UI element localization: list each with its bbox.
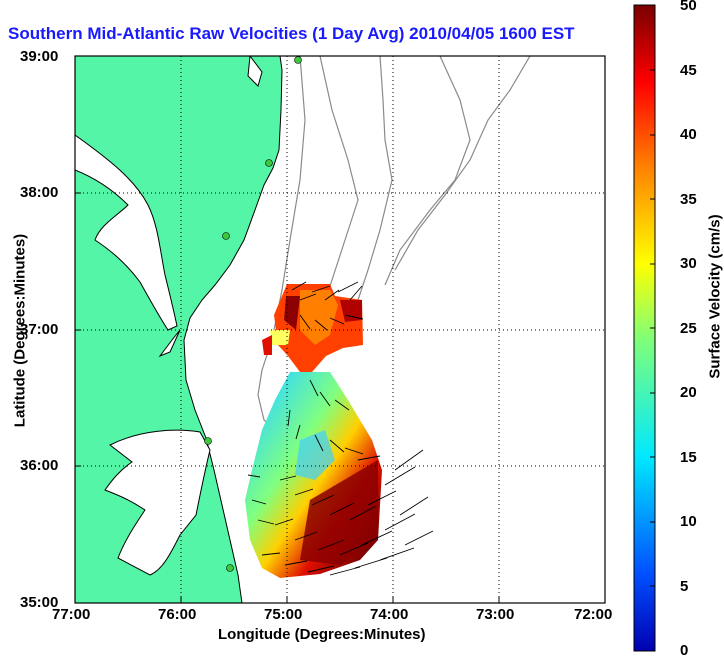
x-axis-label: Longitude (Degrees:Minutes) (218, 626, 426, 643)
delaware-bay (247, 56, 263, 87)
y-tick-label: 38:00 (20, 184, 59, 201)
colorbar-tick-label: 30 (680, 255, 697, 272)
colorbar-tick-label: 0 (680, 642, 689, 659)
y-tick-label: 39:00 (20, 48, 59, 65)
grid-lines (75, 56, 605, 603)
y-axis-label: Latitude (Degrees:Minutes) (11, 233, 29, 428)
x-tick-label: 75:00 (264, 606, 303, 623)
colorbar-tick-label: 10 (680, 513, 697, 530)
velocity-field (245, 284, 382, 578)
colorbar-tick-label: 5 (680, 578, 689, 595)
colorbar-ticks (650, 69, 655, 587)
velocity-vectors (247, 281, 434, 576)
x-tick-label: 77:00 (52, 606, 91, 623)
y-tick-label: 35:00 (20, 594, 59, 611)
colorbar-tick-label: 20 (680, 384, 697, 401)
colorbar-tick-label: 40 (680, 126, 697, 143)
x-tick-label: 72:00 (574, 606, 613, 623)
axis-ticks (75, 192, 500, 603)
y-tick-label: 37:00 (20, 321, 59, 338)
colorbar-tick-label: 45 (680, 62, 697, 79)
colorbar-tick-label: 25 (680, 320, 697, 337)
colorbar-tick-label: 15 (680, 449, 697, 466)
x-tick-label: 76:00 (158, 606, 197, 623)
chesapeake-bay (75, 134, 181, 358)
colorbar-label: Surface Velocity (cm/s) (706, 214, 724, 379)
x-tick-label: 73:00 (476, 606, 515, 623)
map-title: Southern Mid-Atlantic Raw Velocities (1 … (8, 24, 575, 43)
colorbar-tick-label: 35 (680, 191, 697, 208)
y-tick-label: 36:00 (20, 457, 59, 474)
colorbar-tick-label: 50 (680, 0, 697, 14)
observation-stations (204, 56, 302, 572)
x-tick-label: 74:00 (370, 606, 409, 623)
